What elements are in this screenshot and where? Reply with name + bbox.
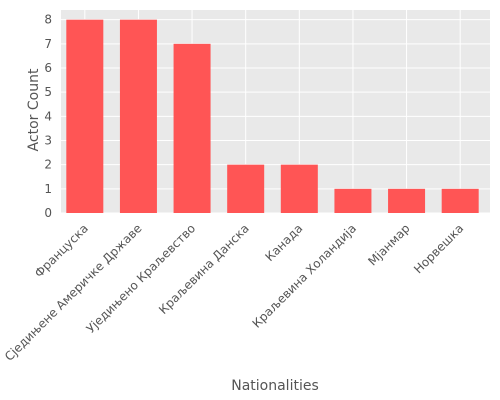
y-axis-title: Actor Count xyxy=(26,68,42,151)
y-tick-label: 0 xyxy=(44,206,52,220)
x-tick-label: Краљевина Холандија xyxy=(250,221,359,330)
bar xyxy=(66,19,104,213)
bar xyxy=(173,43,211,214)
x-tick-label: Француска xyxy=(32,221,91,280)
x-axis-title: Nationalities xyxy=(231,378,319,394)
y-tick-label: 8 xyxy=(44,13,52,27)
y-tick-label: 5 xyxy=(44,85,52,99)
y-tick-label: 6 xyxy=(44,61,52,75)
x-tick-label: Краљевина Данска xyxy=(156,221,252,317)
x-tick-label: Мјанмар xyxy=(365,221,412,268)
bar xyxy=(334,188,372,213)
y-tick-labels: 0 1 2 3 4 5 6 7 8 xyxy=(44,13,52,220)
bar xyxy=(441,188,479,213)
y-tick-label: 4 xyxy=(44,109,52,123)
x-tick-label: Норвешка xyxy=(411,221,466,276)
x-tick-label: Уједињено Краљевство xyxy=(84,221,199,336)
y-tick-label: 3 xyxy=(44,134,52,148)
bar xyxy=(227,164,265,213)
x-tick-label: Канада xyxy=(262,221,305,264)
y-tick-label: 2 xyxy=(44,158,52,172)
bar xyxy=(388,188,426,213)
bar xyxy=(280,164,318,213)
bars xyxy=(66,19,479,214)
bar xyxy=(119,19,157,213)
y-tick-label: 7 xyxy=(44,37,52,51)
y-tick-label: 1 xyxy=(44,182,52,196)
